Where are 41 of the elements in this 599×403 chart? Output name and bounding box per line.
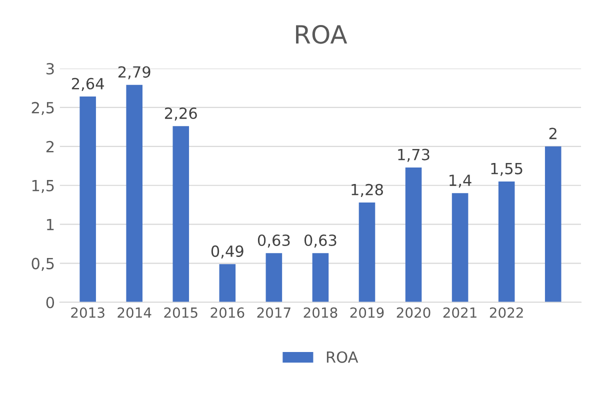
chart-title: ROA — [296, 24, 348, 44]
data-label: 2,26 — [164, 107, 197, 121]
data-label: 0,63 — [304, 234, 336, 248]
data-label: 0,63 — [258, 234, 290, 248]
bar — [312, 253, 329, 302]
data-label: 2,79 — [118, 66, 150, 80]
y-tick-label: 1 — [46, 219, 54, 230]
data-label: 2,64 — [72, 78, 104, 91]
legend-label: ROA — [326, 351, 358, 363]
x-tick-label: 2019 — [350, 307, 384, 318]
bar — [358, 202, 376, 302]
x-tick-label: 2020 — [396, 307, 430, 318]
bar — [498, 181, 515, 302]
data-label: 0,49 — [211, 245, 244, 259]
data-label: 1,73 — [398, 148, 430, 162]
y-tick-label: 2,5 — [32, 102, 54, 116]
x-tick-label: 2014 — [118, 307, 152, 318]
bar — [80, 96, 96, 302]
data-label: 1,55 — [491, 163, 522, 176]
x-tick-label: 2018 — [304, 307, 338, 318]
y-tick-label: 3 — [46, 62, 54, 75]
data-label: 1,28 — [352, 184, 383, 197]
data-label: 2 — [549, 128, 556, 140]
bar — [452, 193, 468, 302]
y-tick-label: 2 — [46, 140, 54, 152]
x-tick-label: 2022 — [490, 307, 523, 318]
bar — [544, 146, 562, 302]
bar — [266, 253, 282, 302]
y-tick-label: 0,5 — [32, 258, 54, 271]
y-tick-label: 1,5 — [32, 180, 54, 193]
x-tick-label: 2021 — [443, 307, 476, 318]
data-label: 1,4 — [450, 174, 472, 188]
bar — [219, 264, 236, 302]
x-tick-label: 2015 — [164, 307, 198, 318]
bar — [405, 167, 422, 302]
y-tick-label: 0 — [46, 296, 54, 308]
x-tick-label: 2013 — [71, 307, 104, 318]
bar — [126, 84, 142, 302]
x-tick-label: 2016 — [210, 307, 244, 318]
bar — [172, 126, 190, 302]
x-tick-label: 2017 — [257, 307, 290, 318]
